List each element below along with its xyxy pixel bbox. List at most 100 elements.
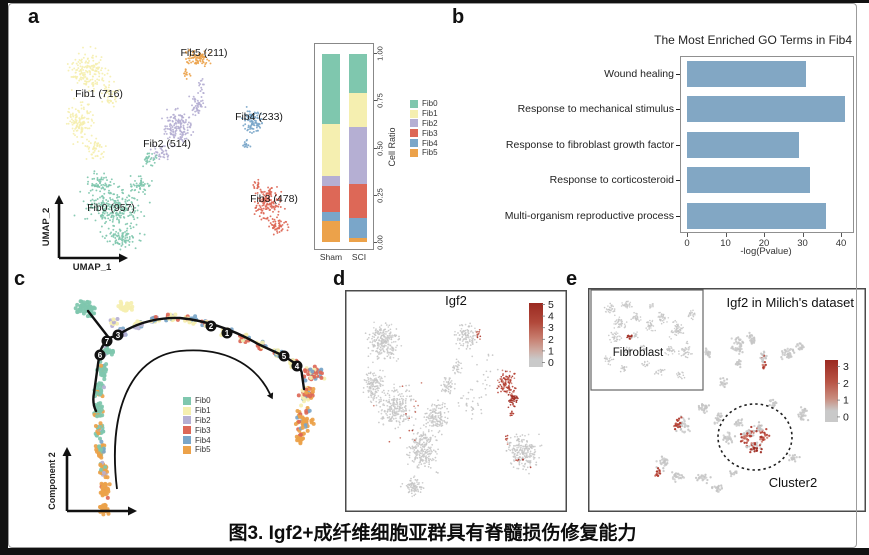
branch-point: [101, 335, 113, 347]
ratio-ytick-mark: [374, 242, 377, 243]
legend-item: Fib3: [410, 128, 438, 138]
legend-item: Fib3: [183, 425, 211, 435]
fibroblast-inset-box: [590, 289, 704, 391]
colorbar-tick: 4: [548, 311, 554, 323]
legend-swatch: [183, 445, 191, 454]
milich-colorbar: [825, 360, 838, 422]
go-category-label: Multi-organism reproductive process: [504, 210, 674, 222]
figure-caption: 图3. Igf2+成纤维细胞亚群具有脊髓损伤修复能力: [228, 523, 637, 544]
go-category-tick: [676, 215, 680, 217]
cluster-legend-a: Fib0 Fib1 Fib2 Fib3 Fib4 Fib5: [410, 99, 438, 158]
trajectory-segment: [86, 309, 111, 340]
ratio-segment: [322, 123, 340, 177]
legend-swatch: [410, 119, 418, 128]
milich-plot-title: Igf2 in Milich's dataset: [727, 295, 855, 310]
colorbar-tick: 5: [548, 299, 554, 311]
cluster2-annotation: Cluster2: [769, 475, 817, 490]
ratio-ytick-mark: [374, 147, 377, 149]
legend-label: Fib2: [195, 415, 211, 425]
legend-item: Fib5: [410, 148, 438, 158]
branch-point: [94, 349, 106, 361]
ratio-category-label: SCI: [351, 252, 367, 262]
legend-label: Fib1: [422, 109, 438, 119]
colorbar-tick: 0: [843, 411, 849, 423]
go-xtick-mark: [802, 233, 804, 237]
ratio-segment: [349, 126, 367, 185]
colorbar-tick: 2: [843, 378, 849, 390]
legend-item: Fib4: [410, 138, 438, 148]
umap-points: [65, 45, 290, 251]
panel-b-label: b: [452, 6, 465, 28]
go-xtick-label: 10: [720, 238, 731, 249]
frame-left: [0, 0, 8, 555]
colorbar-tick: 1: [843, 395, 849, 407]
ratio-ytick-mark: [374, 53, 377, 54]
go-category-label: Response to fibroblast growth factor: [505, 139, 674, 151]
branch-point: [205, 320, 217, 332]
legend-item: Fib1: [183, 406, 211, 416]
legend-swatch: [183, 406, 191, 415]
go-xtick-mark: [725, 233, 727, 237]
colorbar-tick: 3: [843, 361, 849, 373]
ratio-segment: [349, 217, 367, 239]
legend-swatch: [410, 129, 418, 138]
feature-plot-title: Igf2: [445, 293, 467, 308]
panel-a-label: a: [28, 6, 40, 28]
go-category-label: Response to corticosteroid: [549, 174, 674, 186]
ratio-ytick-mark: [374, 100, 377, 102]
umap-axes: UMAP_2 UMAP_1: [41, 195, 128, 273]
stacked-bar-sham: [322, 54, 340, 242]
umap-x-axis-label: UMAP_1: [73, 262, 112, 273]
cluster-label: Fib4 (233): [235, 111, 283, 123]
legend-swatch: [183, 436, 191, 445]
umap-cluster-labels: Fib0 (957) Fib1 (716) Fib2 (514) Fib3 (478)…: [75, 47, 298, 214]
ratio-category-label: Sham: [319, 252, 343, 262]
legend-item: Fib0: [183, 396, 211, 406]
cluster-label: Fib0 (957): [87, 202, 135, 214]
inset-label: Fibroblast: [613, 347, 664, 359]
colorbar-tick: 2: [548, 334, 554, 346]
panel-d-label: d: [333, 268, 346, 290]
legend-label: Fib4: [195, 435, 211, 445]
legend-swatch: [183, 426, 191, 435]
panel-e-label: e: [566, 268, 578, 290]
frame-bottom: [0, 548, 869, 555]
go-bar: [687, 167, 811, 193]
legend-item: Fib5: [183, 445, 211, 455]
branch-point-number: 3: [116, 331, 121, 340]
go-xtick-label: 40: [835, 238, 847, 249]
milich-colorbar-ticks: 3 2 1 0: [837, 361, 849, 423]
ratio-segment: [349, 93, 367, 127]
colorbar-tick: 1: [548, 345, 554, 357]
frame-top: [0, 0, 869, 3]
trajectory-axes: Component 2: [47, 447, 137, 516]
milich-feature-plot: Fibroblast Igf2 in Milich's dataset Clus…: [588, 288, 866, 512]
cluster-label: Fib1 (716): [75, 88, 123, 100]
plot-border: [588, 288, 866, 512]
ratio-segment: [322, 211, 340, 222]
go-chart-title: The Most Enriched GO Terms in Fib4: [654, 33, 852, 47]
ratio-segment: [322, 54, 340, 124]
go-xtick-label: 0: [684, 238, 690, 249]
cluster-legend-c: Fib0 Fib1 Fib2 Fib3 Fib4 Fib5: [183, 396, 211, 455]
umap-plot-panel-a: Fib0 (957) Fib1 (716) Fib2 (514) Fib3 (478)…: [41, 45, 298, 273]
panel-c-label: c: [14, 268, 26, 290]
go-category-tick: [676, 73, 680, 75]
trajectory-direction-arrow: [114, 349, 274, 490]
ratio-segment: [322, 185, 340, 212]
cell-ratio-axis-title: Cell Ratio: [387, 127, 397, 167]
go-xtick-label: 20: [758, 238, 770, 249]
ratio-segment: [349, 238, 367, 242]
inset-umap-points: [603, 300, 696, 380]
cluster-label: Fib2 (514): [143, 138, 191, 150]
legend-label: Fib3: [422, 128, 438, 138]
branch-point-number: 7: [105, 337, 110, 346]
legend-label: Fib2: [422, 118, 438, 128]
branch-point: [112, 329, 124, 341]
legend-label: Fib5: [195, 445, 211, 455]
legend-label: Fib4: [422, 138, 438, 148]
branch-point-number: 2: [209, 322, 214, 331]
branch-point-number: 6: [98, 351, 103, 360]
